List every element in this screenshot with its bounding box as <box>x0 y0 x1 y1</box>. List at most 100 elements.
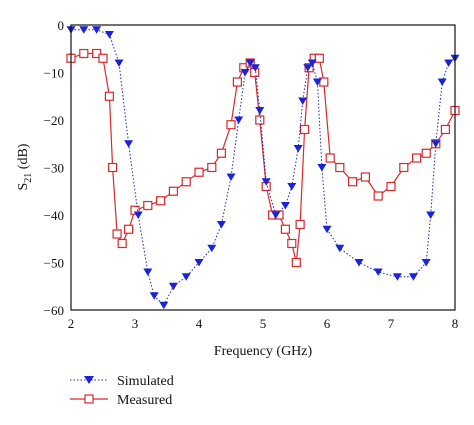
y-axis-label-unit: (dB) <box>16 143 31 173</box>
legend-simulated-label: Simulated <box>117 374 174 389</box>
data-point-measured <box>287 238 297 249</box>
data-point-simulated <box>207 244 217 253</box>
data-point-measured <box>421 148 431 158</box>
data-point-simulated <box>124 140 134 148</box>
data-point-measured <box>181 177 191 187</box>
data-point-simulated <box>216 221 226 229</box>
data-point-measured <box>79 48 89 59</box>
data-point-simulated <box>181 273 191 281</box>
data-point-measured <box>335 162 345 173</box>
y-tick-label: −60 <box>44 303 64 318</box>
data-point-measured <box>412 153 422 163</box>
data-point-measured <box>207 162 217 173</box>
data-point-simulated <box>317 164 327 172</box>
legend-measured-marker <box>84 394 94 404</box>
data-point-measured <box>291 257 301 268</box>
x-tick-label: 7 <box>388 316 395 331</box>
data-point-measured <box>386 181 396 192</box>
data-point-simulated <box>245 59 255 67</box>
data-point-simulated <box>298 97 308 105</box>
data-point-measured <box>91 48 102 59</box>
data-point-measured <box>194 167 204 177</box>
legend-item-simulated: Simulated <box>70 374 174 389</box>
data-point-simulated <box>392 273 402 281</box>
data-point-simulated <box>255 107 265 115</box>
data-point-simulated <box>226 173 236 181</box>
data-point-measured <box>280 224 290 234</box>
data-point-simulated <box>287 183 297 191</box>
data-point-simulated <box>168 282 178 291</box>
y-tick-label: −30 <box>44 161 64 176</box>
x-tick-label: 4 <box>196 316 203 331</box>
y-tick-labels: 0 −10 −20 −30 −40 −50 −60 <box>44 18 64 318</box>
data-point-measured <box>216 148 226 158</box>
data-point-simulated <box>280 202 290 210</box>
data-point-simulated <box>133 211 143 219</box>
data-point-measured <box>360 172 370 182</box>
data-point-measured <box>255 115 265 125</box>
data-point-simulated <box>261 178 271 186</box>
data-point-measured <box>373 191 383 201</box>
data-point-simulated <box>149 292 159 300</box>
data-point-measured <box>314 53 324 63</box>
data-point-simulated <box>79 26 89 34</box>
data-point-measured <box>399 162 409 173</box>
data-point-simulated <box>250 64 260 72</box>
data-point-simulated <box>408 273 418 281</box>
data-point-simulated <box>426 211 436 219</box>
legend-measured-label: Measured <box>117 393 172 408</box>
x-tick-label: 2 <box>68 316 75 331</box>
data-point-simulated <box>354 259 364 267</box>
data-point-simulated <box>159 301 169 310</box>
data-point-measured <box>123 224 134 234</box>
y-tick-label: −50 <box>44 256 64 271</box>
data-point-measured <box>300 124 310 135</box>
data-point-simulated <box>322 225 332 234</box>
y-axis-label-main: S <box>16 183 31 191</box>
data-point-measured <box>107 162 118 173</box>
series-simulated <box>66 26 460 310</box>
data-point-measured <box>168 186 178 196</box>
data-point-measured <box>156 196 166 206</box>
data-point-simulated <box>431 140 441 148</box>
legend-simulated-marker <box>84 376 94 384</box>
plot-frame <box>70 24 456 311</box>
x-tick-labels: 2 3 4 5 6 7 8 <box>68 316 459 331</box>
data-point-measured <box>112 229 122 239</box>
y-tick-label: 0 <box>58 18 65 33</box>
series-line-simulated <box>71 29 456 307</box>
data-point-measured <box>325 153 335 163</box>
x-tick-label: 5 <box>260 316 267 331</box>
y-axis-label: S21 (dB) <box>16 143 34 190</box>
data-point-measured <box>104 91 115 101</box>
legend-item-measured: Measured <box>70 393 172 408</box>
y-axis-label-subscript: 21 <box>23 173 34 183</box>
data-point-simulated <box>437 78 447 86</box>
data-point-simulated <box>307 59 317 67</box>
data-point-measured <box>130 205 140 215</box>
data-point-simulated <box>104 31 114 39</box>
data-point-simulated <box>303 64 313 72</box>
data-point-measured <box>98 53 108 63</box>
data-point-simulated <box>335 244 345 253</box>
data-point-measured <box>440 124 450 135</box>
y-tick-label: −40 <box>44 208 64 223</box>
data-point-simulated <box>271 211 281 219</box>
data-point-simulated <box>421 259 431 267</box>
data-point-simulated <box>114 59 124 67</box>
data-point-measured <box>295 219 305 230</box>
data-point-simulated <box>293 145 303 153</box>
data-point-simulated <box>373 268 383 276</box>
data-point-measured <box>226 120 236 130</box>
data-point-simulated <box>312 78 322 86</box>
x-axis-label: Frequency (GHz) <box>214 344 313 359</box>
series-measured <box>66 48 460 268</box>
data-point-measured <box>232 77 242 87</box>
data-point-simulated <box>143 268 153 276</box>
x-tick-label: 8 <box>452 316 459 331</box>
data-point-simulated <box>240 69 250 77</box>
y-tick-label: −10 <box>44 66 64 81</box>
series-layer <box>66 26 460 310</box>
data-point-measured <box>143 200 153 211</box>
